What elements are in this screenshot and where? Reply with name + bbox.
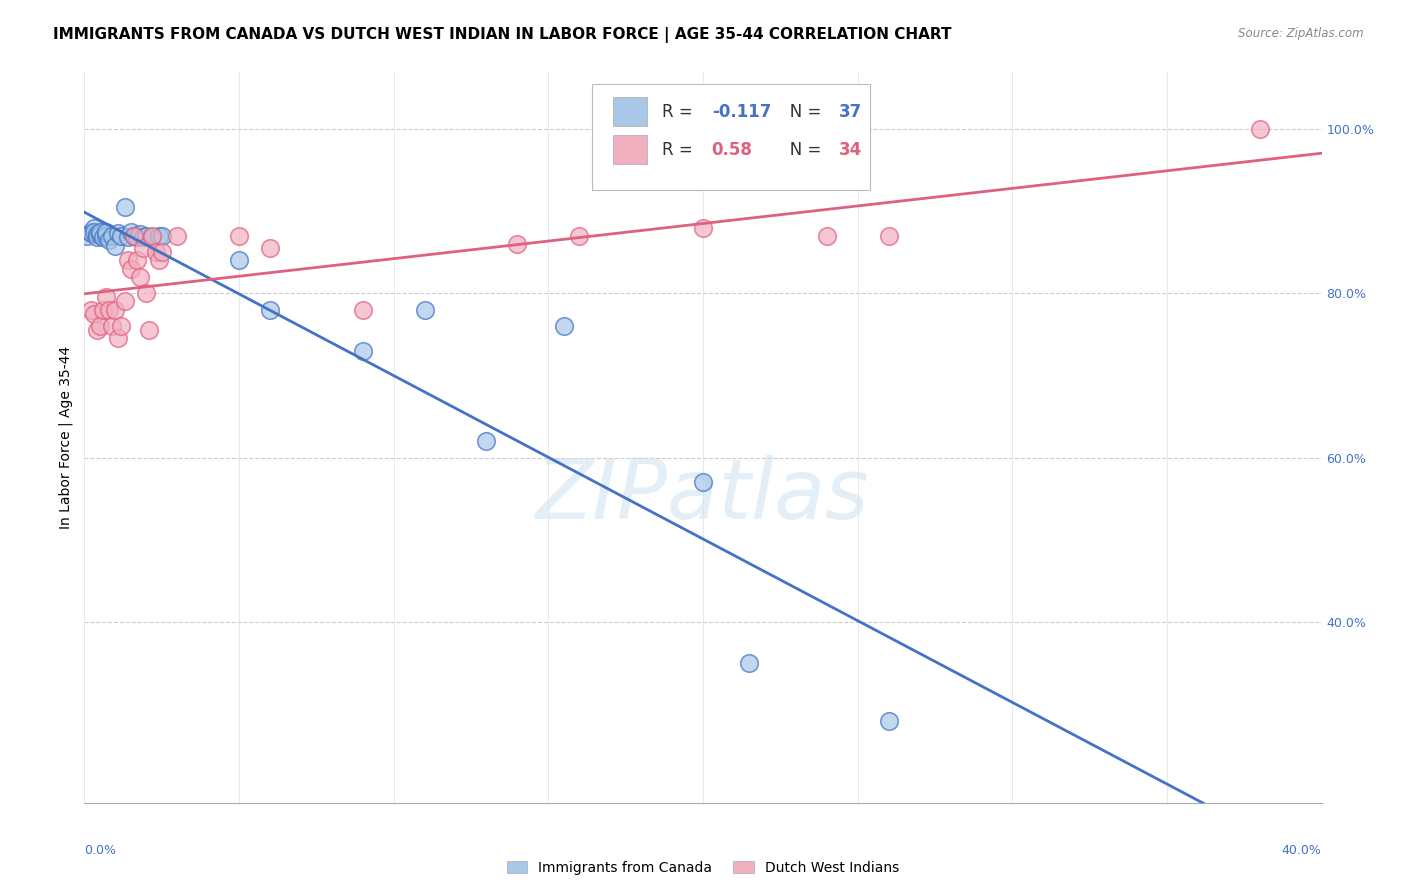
- Point: [79, 227, 101, 241]
- Point: [98, 233, 121, 247]
- Point: [141, 230, 163, 244]
- Point: [94, 290, 117, 304]
- Point: [135, 286, 157, 301]
- FancyBboxPatch shape: [613, 135, 647, 164]
- Point: [94, 228, 117, 243]
- Point: [135, 228, 157, 243]
- Point: [76, 228, 98, 243]
- Point: [104, 238, 127, 252]
- Point: [738, 656, 761, 670]
- Point: [132, 230, 155, 244]
- Point: [125, 230, 148, 244]
- Point: [259, 302, 281, 317]
- Point: [141, 228, 163, 243]
- Point: [129, 227, 152, 241]
- Point: [114, 294, 136, 309]
- Point: [91, 302, 114, 317]
- Point: [79, 225, 101, 239]
- Point: [132, 241, 155, 255]
- Point: [815, 228, 838, 243]
- Point: [86, 230, 108, 244]
- Point: [166, 228, 188, 243]
- Point: [107, 227, 129, 241]
- Point: [138, 323, 160, 337]
- Point: [89, 225, 111, 239]
- Point: [101, 319, 124, 334]
- Point: [117, 230, 139, 244]
- Point: [107, 331, 129, 345]
- Point: [101, 228, 124, 243]
- Point: [110, 228, 132, 243]
- Text: N =: N =: [773, 141, 827, 159]
- Point: [125, 253, 148, 268]
- Text: 0.58: 0.58: [711, 141, 752, 159]
- Point: [110, 319, 132, 334]
- Point: [89, 227, 111, 242]
- Point: [568, 228, 591, 243]
- Point: [148, 253, 170, 268]
- Text: 40.0%: 40.0%: [1282, 844, 1322, 857]
- Point: [79, 302, 101, 317]
- Point: [129, 269, 152, 284]
- Point: [259, 241, 281, 255]
- Text: N =: N =: [773, 103, 827, 120]
- Point: [228, 228, 250, 243]
- Point: [117, 253, 139, 268]
- Point: [91, 229, 114, 244]
- Point: [877, 228, 900, 243]
- Text: 0.0%: 0.0%: [84, 844, 117, 857]
- Text: -0.117: -0.117: [711, 103, 770, 120]
- Point: [89, 319, 111, 334]
- Point: [475, 434, 498, 449]
- Point: [145, 245, 167, 260]
- Point: [120, 261, 142, 276]
- Point: [83, 220, 105, 235]
- Point: [122, 228, 145, 243]
- Text: R =: R =: [662, 141, 699, 159]
- Text: R =: R =: [662, 103, 699, 120]
- Point: [228, 253, 250, 268]
- Point: [83, 225, 105, 239]
- Text: IMMIGRANTS FROM CANADA VS DUTCH WEST INDIAN IN LABOR FORCE | AGE 35-44 CORRELATI: IMMIGRANTS FROM CANADA VS DUTCH WEST IND…: [53, 27, 952, 43]
- Point: [94, 225, 117, 239]
- Point: [413, 302, 436, 317]
- Text: Source: ZipAtlas.com: Source: ZipAtlas.com: [1239, 27, 1364, 40]
- Point: [352, 302, 374, 317]
- Legend: Immigrants from Canada, Dutch West Indians: Immigrants from Canada, Dutch West India…: [501, 855, 905, 880]
- Point: [114, 200, 136, 214]
- Point: [104, 302, 127, 317]
- Text: 34: 34: [839, 141, 862, 159]
- Point: [122, 228, 145, 243]
- FancyBboxPatch shape: [592, 84, 870, 190]
- Point: [1249, 121, 1271, 136]
- Point: [877, 714, 900, 728]
- Point: [506, 236, 529, 251]
- Y-axis label: In Labor Force | Age 35-44: In Labor Force | Age 35-44: [59, 345, 73, 529]
- Text: ZIPatlas: ZIPatlas: [536, 455, 870, 536]
- Point: [352, 343, 374, 358]
- Point: [150, 228, 173, 243]
- Point: [148, 228, 170, 243]
- Point: [86, 323, 108, 337]
- Point: [692, 475, 714, 490]
- Point: [553, 319, 575, 334]
- Point: [692, 220, 714, 235]
- Point: [83, 307, 105, 321]
- Point: [120, 225, 142, 239]
- Point: [98, 302, 121, 317]
- FancyBboxPatch shape: [613, 97, 647, 127]
- Point: [86, 227, 108, 241]
- Point: [150, 245, 173, 260]
- Text: 37: 37: [839, 103, 862, 120]
